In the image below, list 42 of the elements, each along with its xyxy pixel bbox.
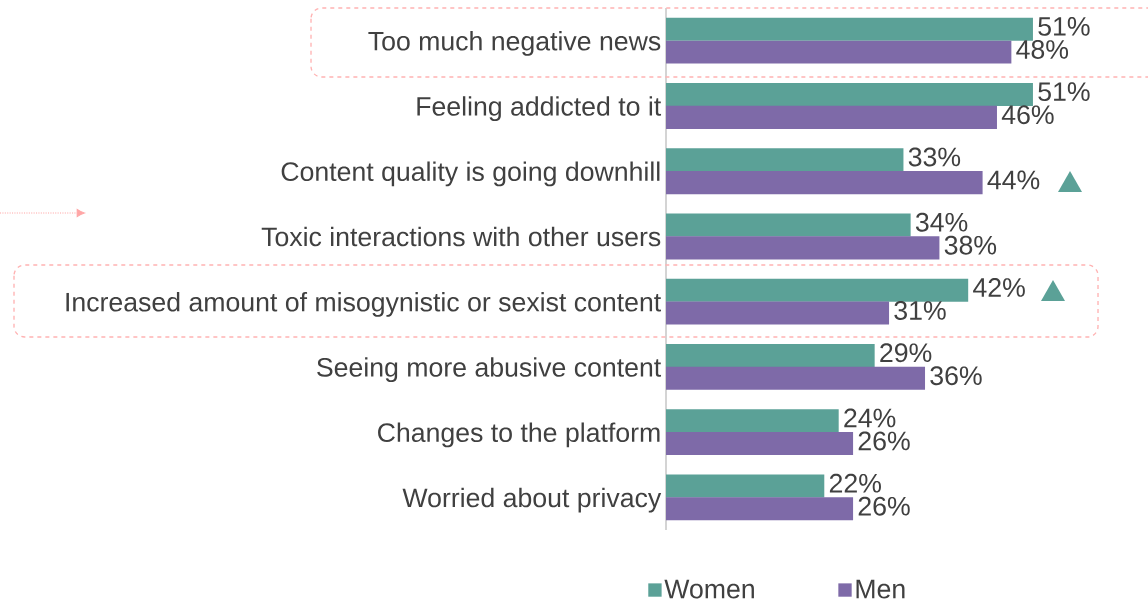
bar (666, 497, 854, 521)
bar (666, 432, 854, 456)
bar (666, 171, 983, 195)
data-label: 46% (1001, 105, 1054, 125)
bar (666, 236, 940, 260)
data-label: 29% (880, 343, 932, 363)
bar (666, 343, 875, 367)
data-label: 22% (829, 473, 881, 493)
legend-label: Women (664, 579, 754, 599)
data-label: 31% (894, 301, 946, 320)
bar (666, 474, 825, 498)
bar (666, 301, 890, 325)
bar (666, 148, 904, 172)
data-label: 48% (1016, 40, 1069, 59)
bar (666, 366, 926, 390)
bar (666, 213, 911, 237)
y-tick-label: Seeing more abusive content (317, 357, 662, 383)
data-label: 34% (915, 212, 968, 232)
data-label: 38% (944, 235, 997, 255)
data-label: 51% (1038, 17, 1090, 36)
y-tick-label: Content quality is going downhill (281, 161, 660, 187)
y-tick-label: Worried about privacy (402, 487, 662, 513)
bar (666, 105, 997, 129)
y-tick-label: Toxic interactions with other users (261, 226, 661, 247)
bar (666, 278, 969, 302)
data-label: 33% (908, 147, 961, 167)
y-tick-label: Too much negative news (368, 30, 661, 56)
bar (666, 409, 839, 433)
data-label: 44% (987, 170, 1040, 190)
bar (666, 17, 1033, 41)
y-tick-label: Feeling addicted to it (417, 96, 662, 122)
data-label: 36% (930, 366, 982, 386)
data-label: 26% (858, 496, 910, 516)
legend-label: Men (856, 579, 905, 599)
data-label: 24% (844, 408, 896, 428)
data-label: 26% (858, 431, 910, 451)
data-label: 51% (1038, 82, 1090, 102)
bar (666, 40, 1012, 64)
data-label: 42% (973, 278, 1025, 297)
y-tick-label: Increased amount of misogynistic or sexist content (66, 291, 661, 317)
bar (666, 82, 1033, 106)
y-tick-label: Changes to the platform (378, 422, 660, 448)
